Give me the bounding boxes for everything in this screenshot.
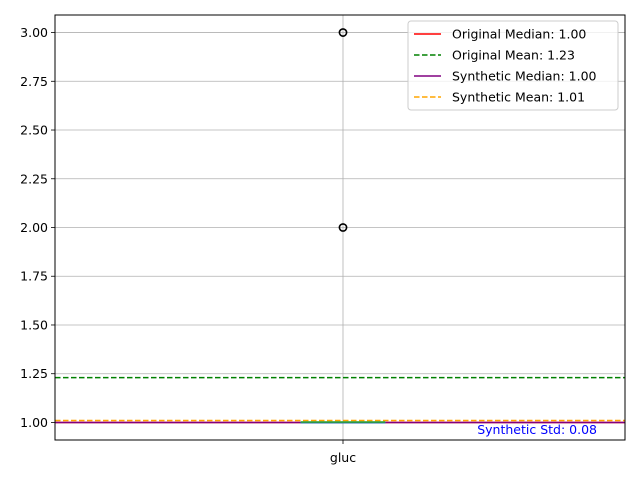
y-tick-label: 2.50 (20, 123, 48, 138)
y-tick-label: 3.00 (20, 25, 48, 40)
legend-label: Synthetic Mean: 1.01 (452, 90, 585, 105)
grid-lines (55, 15, 625, 440)
legend-label: Synthetic Median: 1.00 (452, 69, 597, 84)
legend-label: Original Median: 1.00 (452, 27, 586, 42)
legend: Original Median: 1.00 Original Mean: 1.23… (407, 20, 619, 111)
synthetic-std-annotation: Synthetic Std: 0.08 (477, 422, 597, 437)
outlier-point (338, 28, 348, 37)
axis-ticks: 1.00 1.25 1.50 1.75 2.00 2.25 2.50 2.75 3.00 gluc (20, 25, 356, 465)
y-tick-label: 2.25 (20, 171, 48, 186)
y-tick-label: 1.75 (20, 269, 48, 284)
legend-box (407, 20, 619, 111)
plot-frame (54, 14, 626, 441)
y-tick-label: 2.00 (20, 220, 48, 235)
x-tick-label: gluc (330, 450, 356, 465)
y-tick-label: 2.75 (20, 74, 48, 89)
box-group (300, 28, 386, 424)
y-tick-label: 1.50 (20, 317, 48, 332)
y-tick-label: 1.00 (20, 415, 48, 430)
y-tick-label: 1.25 (20, 366, 48, 381)
legend-label: Original Mean: 1.23 (452, 48, 575, 63)
outlier-point (338, 223, 348, 232)
